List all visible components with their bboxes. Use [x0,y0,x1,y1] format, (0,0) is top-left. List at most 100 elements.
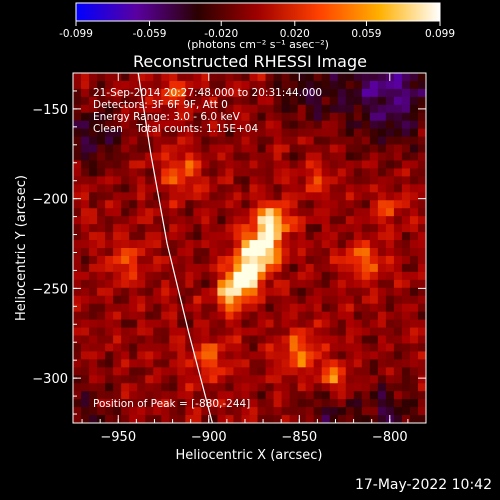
heatmap-cell [73,303,82,313]
heatmap-cell [273,343,282,352]
heatmap-cell [105,335,114,344]
heatmap-cell [241,128,250,138]
heatmap-cell [225,104,234,114]
heatmap-cell [217,208,226,217]
heatmap-cell [361,343,371,352]
heatmap-cell [361,176,371,185]
heatmap-cell [113,383,122,392]
heatmap-cell [313,271,323,281]
heatmap-cell [193,88,202,98]
heatmap-cell [321,399,331,408]
heatmap-cell [129,192,138,201]
heatmap-cell [385,399,395,408]
heatmap-cell [321,295,331,305]
heatmap-cell [81,80,90,90]
heatmap-cell [97,311,106,320]
heatmap-cell [201,88,210,98]
heatmap-cell [281,287,291,297]
heatmap-cell [353,120,363,130]
heatmap-cell [121,287,130,297]
heatmap-cell [289,335,299,344]
heatmap-cell [217,144,226,153]
heatmap-cell [193,192,202,201]
heatmap-cell [409,80,419,90]
heatmap-cell [329,73,339,82]
heatmap-cell [385,216,395,225]
heatmap-cell [329,359,339,368]
heatmap-cell [281,279,291,289]
heatmap-cell [265,391,274,400]
heatmap-cell [329,152,339,161]
heatmap-cell [233,216,242,225]
heatmap-cell [209,383,218,392]
heatmap-cell [393,279,403,289]
heatmap-cell [169,367,178,376]
heatmap-cell [345,303,355,313]
heatmap-cell [217,391,226,400]
heatmap-cell [401,224,411,233]
heatmap-cell [121,136,130,145]
heatmap-cell [241,208,250,217]
heatmap-cell [377,144,387,153]
heatmap-cell [377,216,387,225]
heatmap-cell [193,136,202,145]
heatmap-cell [305,224,315,233]
heatmap-cell [129,73,138,82]
heatmap-cell [273,184,282,193]
heatmap-cell [329,136,339,145]
heatmap-cell [345,176,355,185]
heatmap-cell [329,176,339,185]
heatmap-cell [97,136,106,145]
heatmap-cell [89,248,98,257]
heatmap-cell [241,96,250,106]
heatmap-cell [121,192,130,201]
heatmap-cell [193,168,202,177]
heatmap-cell [273,319,282,328]
heatmap-cell [265,271,274,281]
heatmap-cell [217,383,226,392]
heatmap-cell [81,383,90,392]
heatmap-cell [89,311,98,320]
heatmap-cell [185,319,194,328]
heatmap-cell [361,112,371,122]
heatmap-cell [217,88,226,98]
heatmap-cell [185,311,194,320]
heatmap-cell [393,80,403,90]
heatmap-cell [233,255,242,265]
heatmap-cell [289,303,299,313]
heatmap-cell [217,319,226,328]
heatmap-cell [153,351,162,360]
heatmap-cell [273,375,282,384]
heatmap-cell [353,343,363,352]
heatmap-cell [137,152,146,161]
heatmap-cell [121,73,130,82]
heatmap-cell [297,248,307,257]
heatmap-cell [81,136,90,145]
heatmap-cell [257,96,266,106]
heatmap-cell [281,112,291,122]
heatmap-cell [297,200,307,209]
heatmap-cell [209,303,218,313]
heatmap-cell [369,152,379,161]
heatmap-cell [385,311,395,320]
heatmap-cell [193,263,202,273]
heatmap-cell [193,120,202,130]
heatmap-cell [145,160,154,169]
heatmap-cell [241,232,250,241]
heatmap-cell [329,248,339,257]
heatmap-cell [193,383,202,392]
heatmap-cell [289,240,299,249]
heatmap-cell [257,271,266,281]
heatmap-cell [257,295,266,305]
heatmap-cell [89,192,98,201]
heatmap-cell [273,335,282,344]
heatmap-cell [209,311,218,320]
heatmap-cell [233,104,242,114]
heatmap-cell [345,287,355,297]
heatmap-cell [417,383,426,392]
heatmap-cell [97,279,106,289]
heatmap-cell [313,80,323,90]
heatmap-cell [361,415,371,423]
heatmap-cell [409,216,419,225]
